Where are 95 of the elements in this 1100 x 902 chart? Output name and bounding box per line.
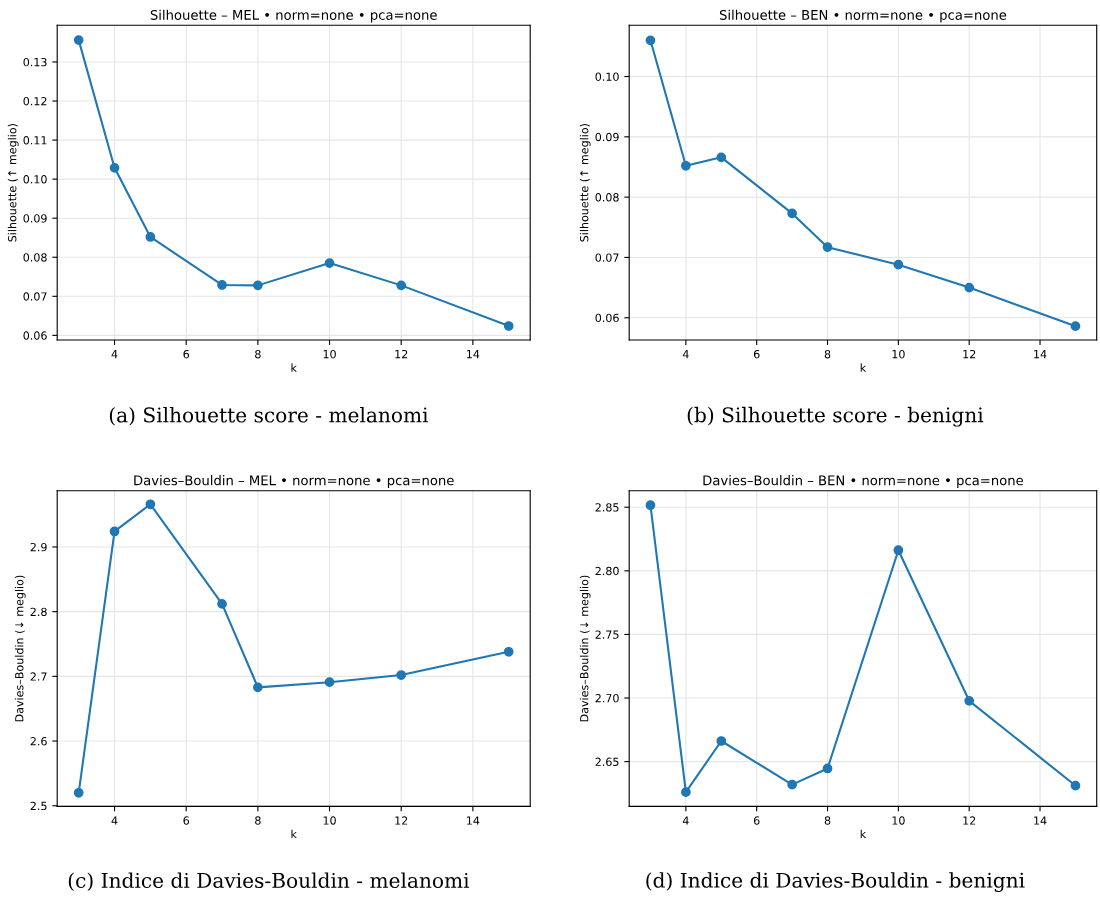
point	[1070, 321, 1081, 332]
text: (b) Silhouette score - benigni	[687, 406, 984, 427]
y-tick-label: 0.06	[23, 331, 47, 340]
y-axis-title: Davies–Bouldin (↓ meglio)	[579, 575, 591, 722]
y-tick-label: 2.5	[30, 801, 47, 811]
y-tick-label: 2.65	[595, 757, 619, 766]
x-axis-title: k	[291, 363, 297, 372]
text: (c) Indice di Davies-Bouldin - melanomi	[68, 872, 470, 891]
y-axis-title: Silhouette (↑ meglio)	[579, 124, 591, 242]
point	[964, 282, 975, 293]
x-tick-label: 6	[183, 349, 190, 359]
point	[645, 35, 656, 46]
point	[503, 321, 514, 331]
x-tick-label: 6	[753, 349, 760, 359]
y-tick-label: 2.8	[30, 607, 47, 617]
point	[73, 787, 84, 798]
y-tick-label: 0.09	[23, 214, 47, 223]
point	[787, 208, 797, 219]
point	[324, 258, 335, 268]
x-tick-label: 12	[963, 349, 976, 359]
point	[787, 779, 797, 790]
x-tick-label: 10	[323, 816, 336, 825]
point	[145, 232, 156, 242]
x-tick-label: 8	[255, 816, 261, 825]
x-tick-label: 6	[753, 816, 760, 825]
y-tick-label: 2.7	[30, 672, 47, 681]
point	[217, 280, 227, 290]
x-tick-label: 4	[111, 816, 118, 825]
x-tick-label: 10	[892, 816, 905, 825]
x-tick-label: 12	[963, 816, 976, 825]
point	[893, 545, 904, 556]
y-tick-label: 0.06	[595, 313, 619, 323]
y-tick-label: 0.08	[23, 253, 47, 262]
x-tick-label: 14	[467, 350, 480, 359]
point	[822, 763, 833, 774]
point	[716, 736, 727, 746]
y-tick-label: 2.75	[595, 630, 619, 639]
point	[1070, 780, 1081, 791]
x-tick-label: 6	[183, 816, 190, 825]
x-axis-title: k	[291, 829, 297, 839]
point	[324, 677, 335, 688]
point	[253, 280, 263, 291]
point	[681, 787, 691, 798]
x-tick-label: 8	[255, 349, 261, 359]
point	[822, 242, 833, 253]
point	[217, 599, 227, 609]
point	[253, 682, 263, 693]
point	[73, 35, 84, 45]
x-tick-label: 10	[892, 349, 905, 359]
y-tick-label: 2.70	[595, 693, 619, 703]
y-tick-label: 0.07	[23, 292, 47, 301]
x-tick-label: 14	[1034, 816, 1047, 825]
point	[109, 526, 120, 537]
x-tick-label: 12	[395, 816, 408, 825]
y-tick-label: 2.80	[595, 566, 619, 576]
x-axis-title: k	[860, 829, 867, 839]
chart-title: Davies–Bouldin – BEN • norm=none • pca=none	[703, 475, 1024, 488]
x-axis-title: k	[860, 363, 867, 372]
x-tick-label: 4	[682, 350, 689, 359]
point	[645, 500, 656, 511]
point	[716, 152, 727, 163]
chart-title: Silhouette – BEN • norm=none • pca=none	[719, 9, 1007, 23]
y-tick-label: 0.09	[595, 132, 619, 142]
y-tick-label: 0.13	[23, 57, 47, 67]
point	[396, 670, 407, 680]
y-axis-title: Silhouette (↑ meglio)	[7, 124, 19, 242]
chart-title: Silhouette – MEL • norm=none • pca=none	[150, 9, 437, 23]
chart-title: Davies–Bouldin – MEL • norm=none • pca=none	[134, 475, 454, 488]
text: (d) Indice di Davies-Bouldin - benigni	[646, 872, 1025, 893]
y-tick-label: 0.10	[23, 175, 47, 184]
x-tick-label: 4	[682, 816, 689, 825]
y-tick-label: 0.08	[595, 193, 619, 202]
point	[396, 280, 407, 291]
x-tick-label: 8	[824, 349, 831, 359]
y-tick-label: 2.9	[30, 542, 47, 552]
x-tick-label: 10	[323, 349, 336, 359]
y-tick-label: 0.10	[595, 72, 619, 81]
point	[681, 160, 691, 171]
y-tick-label: 0.11	[23, 136, 47, 145]
text: (a) Silhouette score - melanomi	[109, 406, 429, 426]
y-axis-title: Davies–Bouldin (↓ meglio)	[14, 575, 26, 722]
point	[503, 646, 514, 657]
y-tick-label: 2.85	[595, 503, 619, 512]
y-tick-label: 0.07	[595, 253, 619, 262]
point	[145, 499, 156, 510]
y-tick-label: 2.6	[30, 737, 47, 746]
x-tick-label: 4	[111, 350, 118, 359]
x-tick-label: 14	[1034, 350, 1047, 359]
x-tick-label: 14	[467, 816, 480, 825]
point	[964, 695, 975, 706]
x-tick-label: 12	[395, 349, 408, 359]
x-tick-label: 8	[824, 816, 831, 825]
point	[893, 259, 904, 270]
y-tick-label: 0.12	[23, 97, 47, 106]
point	[109, 162, 120, 173]
